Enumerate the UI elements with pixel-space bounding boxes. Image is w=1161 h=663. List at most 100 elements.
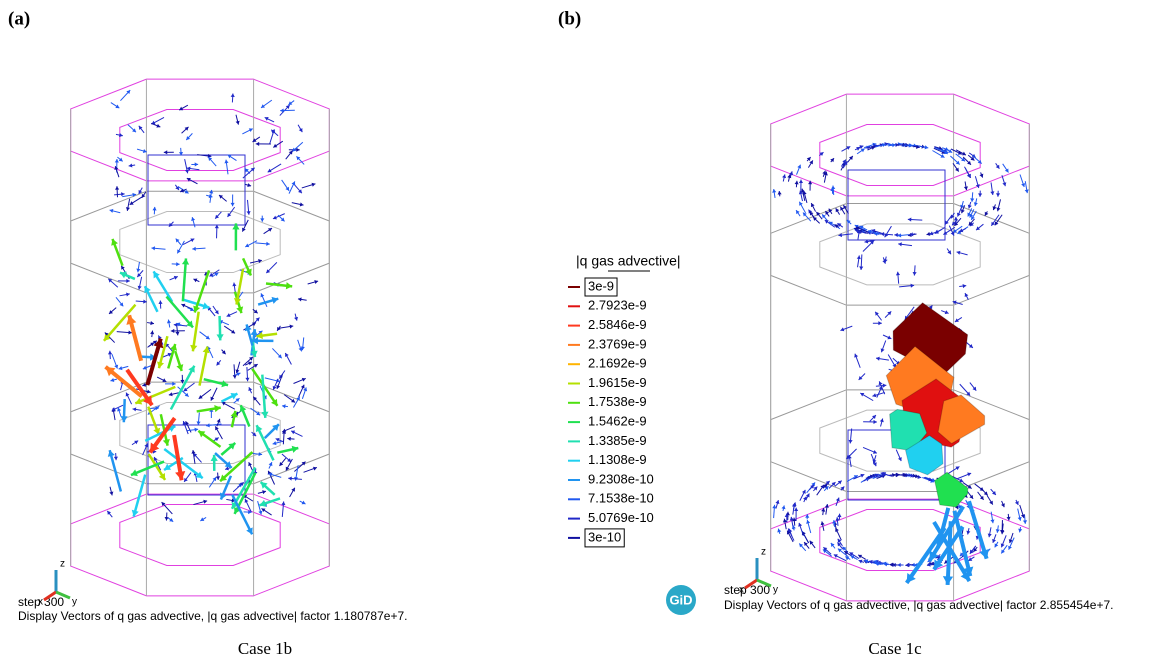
octagon-ring <box>71 191 330 293</box>
octagon-ring <box>71 79 330 181</box>
inner-ring <box>820 125 980 186</box>
panel-label: (a) <box>8 8 30 29</box>
legend-label: 2.7923e-9 <box>588 298 647 313</box>
vector-head <box>256 142 259 146</box>
vector-head <box>150 331 154 335</box>
panel-caption: Case 1b <box>238 639 292 658</box>
vector-head <box>873 420 876 424</box>
vector-head <box>314 280 318 284</box>
vector-head <box>849 440 853 444</box>
vector-head <box>821 521 825 525</box>
vector-head <box>772 505 776 509</box>
axis-label: z <box>60 559 65 570</box>
vector-head <box>191 217 195 221</box>
vector-head <box>171 329 174 333</box>
vector-head <box>970 198 974 202</box>
octagon-ring <box>771 204 1030 306</box>
legend-label: 3e-9 <box>588 278 614 293</box>
vector-head <box>954 217 958 221</box>
legend-label: 2.3769e-9 <box>588 336 647 351</box>
vector-head <box>911 284 915 288</box>
vector-head <box>203 500 207 504</box>
vector-shaft <box>220 452 252 481</box>
vector-head <box>216 334 223 340</box>
vector-head <box>108 351 112 355</box>
legend-title: |q gas advective| <box>576 253 681 269</box>
vector-head <box>1018 529 1022 533</box>
legend-label: 1.3385e-9 <box>588 433 647 448</box>
vector-head <box>176 262 180 266</box>
axis-label: x <box>739 585 744 596</box>
legend: 3e-9 2.7923e-9 2.5846e-9 2.3769e-9 2.1692e-9… <box>568 278 654 547</box>
vector-head <box>859 266 863 270</box>
vector-head <box>286 282 292 289</box>
legend-label: 2.5846e-9 <box>588 317 647 332</box>
vector-head <box>909 143 913 147</box>
vector-head <box>957 251 961 255</box>
description: Display Vectors of q gas advective, |q g… <box>724 598 1113 612</box>
vector-head <box>892 143 896 147</box>
vector-glyph <box>938 395 985 443</box>
vector-head <box>158 300 162 304</box>
description: Display Vectors of q gas advective, |q g… <box>18 609 407 623</box>
vector-head <box>926 232 930 236</box>
vector-head <box>231 203 235 206</box>
vector-head <box>925 145 929 149</box>
panel-label: (b) <box>558 8 581 29</box>
vector-head <box>795 181 799 185</box>
vector-glyph <box>935 472 968 507</box>
inner-ring <box>120 505 280 566</box>
axis-label: y <box>72 597 77 608</box>
vector-head <box>115 186 119 190</box>
legend-label: 5.0769e-10 <box>588 510 654 525</box>
vector-head <box>974 202 978 206</box>
vector-head <box>110 378 114 382</box>
vector-head <box>266 242 270 246</box>
vector-head <box>228 213 232 217</box>
geometry <box>71 79 1030 601</box>
vector-head <box>281 501 285 505</box>
vector-head <box>894 233 897 237</box>
vector-head <box>119 366 123 370</box>
vector-shaft <box>110 450 121 491</box>
vector-head <box>966 531 970 535</box>
vector-head <box>1023 520 1027 524</box>
vector-head <box>1000 531 1004 535</box>
vector-head <box>287 437 291 441</box>
octagon-ring <box>771 499 1030 601</box>
vector-head <box>126 279 129 283</box>
legend-label: 2.1692e-9 <box>588 356 647 371</box>
vector-head <box>261 412 268 418</box>
inner-ring <box>820 224 980 285</box>
legend-label: 1.5462e-9 <box>588 414 647 429</box>
vector-head <box>988 533 992 537</box>
logo-text: GiD <box>669 592 692 607</box>
vector-head <box>232 223 239 229</box>
octagon-ring <box>71 494 330 596</box>
legend-label: 1.9615e-9 <box>588 375 647 390</box>
vector-head <box>236 121 240 125</box>
vector-head <box>115 159 119 162</box>
vector-shaft <box>193 312 199 352</box>
vector-head <box>300 202 304 206</box>
vector-shaft <box>183 258 186 301</box>
vector-head <box>837 514 841 518</box>
vector-head <box>835 517 839 521</box>
inner-ring <box>120 212 280 273</box>
vector-head <box>192 247 196 251</box>
vector-shaft <box>969 501 987 559</box>
vector-head <box>126 207 130 211</box>
vector-head <box>908 217 912 221</box>
vector-head <box>898 233 902 237</box>
vector-head <box>782 174 786 178</box>
vector-head <box>878 321 881 325</box>
vector-head <box>151 246 155 250</box>
vector-head <box>152 207 156 211</box>
vector-head <box>781 505 785 509</box>
vector-head <box>288 477 292 481</box>
vector-head <box>165 517 169 521</box>
vector-head <box>196 421 200 425</box>
vector-head <box>794 508 798 511</box>
legend-label: 1.7538e-9 <box>588 394 647 409</box>
vector-head <box>880 418 884 422</box>
